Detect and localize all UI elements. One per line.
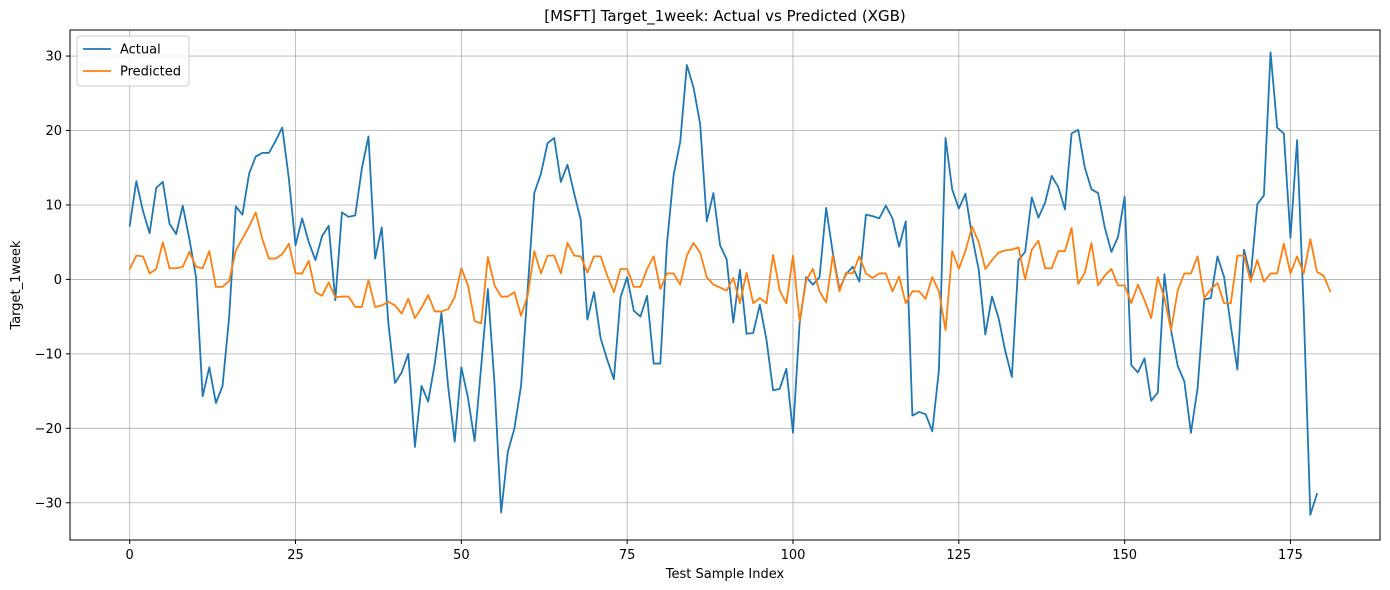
y-tick-label: −10 bbox=[35, 347, 62, 362]
x-axis-label: Test Sample Index bbox=[665, 567, 785, 582]
y-tick-label: −20 bbox=[35, 422, 62, 437]
axis-ticks: 0 25 50 75 100 125 150 175 −30 −20 −10 0 10 20 30 bbox=[35, 50, 1303, 563]
y-axis-label: Target_1week bbox=[9, 240, 24, 331]
y-tick-label: 0 bbox=[54, 273, 62, 288]
plot-area-frame bbox=[69, 29, 1381, 541]
legend: Actual Predicted bbox=[76, 35, 190, 87]
y-tick-label: 30 bbox=[45, 50, 62, 65]
grid bbox=[70, 30, 1380, 540]
x-tick-label: 125 bbox=[946, 548, 971, 563]
y-tick-label: −30 bbox=[35, 496, 62, 511]
legend-label-predicted: Predicted bbox=[120, 65, 181, 80]
legend-label-actual: Actual bbox=[120, 43, 161, 58]
x-tick-label: 175 bbox=[1278, 548, 1303, 563]
x-tick-label: 100 bbox=[781, 548, 806, 563]
x-tick-label: 25 bbox=[287, 548, 304, 563]
x-tick-label: 50 bbox=[453, 548, 470, 563]
x-tick-label: 150 bbox=[1112, 548, 1137, 563]
chart-title: [MSFT] Target_1week: Actual vs Predicted… bbox=[544, 7, 905, 26]
x-tick-label: 0 bbox=[126, 548, 134, 563]
series-line-actual bbox=[128, 51, 1318, 516]
y-tick-label: 10 bbox=[45, 198, 62, 213]
series-lines bbox=[128, 51, 1332, 516]
y-tick-label: 20 bbox=[45, 124, 62, 139]
x-tick-label: 75 bbox=[619, 548, 636, 563]
series-line-predicted bbox=[128, 211, 1332, 331]
